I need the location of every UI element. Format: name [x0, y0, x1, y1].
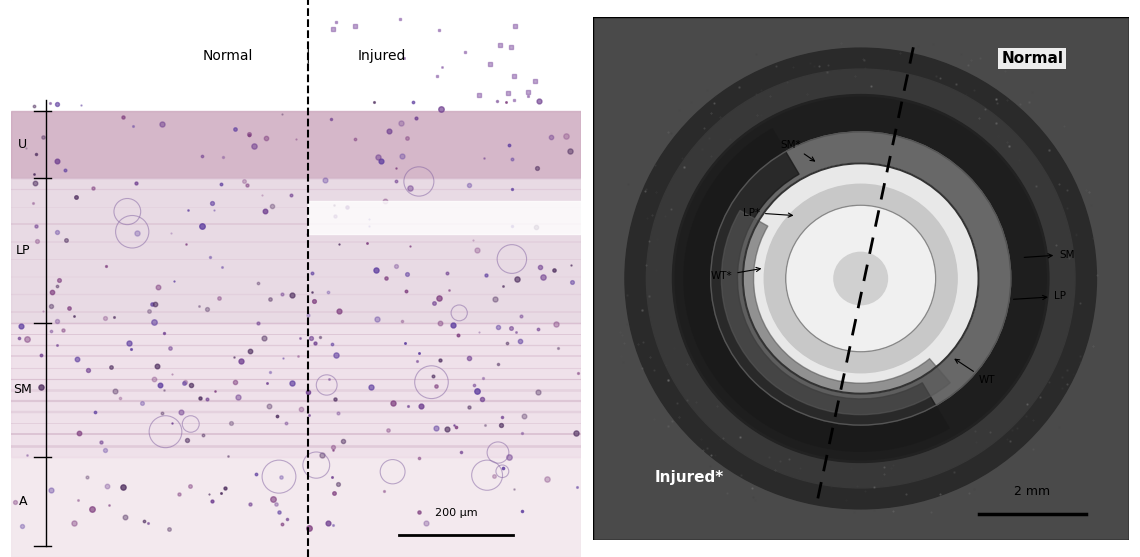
Circle shape — [764, 184, 958, 373]
Text: Normal: Normal — [1001, 51, 1064, 66]
Text: Injured: Injured — [358, 48, 406, 63]
Circle shape — [710, 132, 1011, 425]
Circle shape — [743, 163, 978, 394]
Text: WT*: WT* — [710, 267, 760, 281]
Text: Injured*: Injured* — [654, 470, 724, 485]
Text: LP: LP — [1013, 291, 1066, 301]
Text: |: | — [306, 48, 310, 63]
Text: SM*: SM* — [780, 140, 814, 161]
Bar — [11, 457, 581, 557]
Text: Normal: Normal — [203, 48, 253, 63]
Bar — [11, 111, 581, 178]
Text: U: U — [18, 138, 27, 152]
Circle shape — [673, 95, 1049, 462]
Text: WT: WT — [955, 359, 995, 385]
Bar — [308, 201, 581, 234]
Bar — [11, 0, 581, 111]
Text: A: A — [18, 495, 27, 508]
Bar — [11, 323, 581, 457]
Text: LP: LP — [16, 244, 30, 257]
Circle shape — [625, 48, 1097, 509]
Text: SM: SM — [14, 383, 32, 397]
Bar — [11, 178, 581, 323]
Text: 2 mm: 2 mm — [1015, 485, 1050, 499]
Circle shape — [785, 205, 936, 352]
Wedge shape — [684, 129, 950, 451]
Text: 200 μm: 200 μm — [434, 508, 478, 518]
Text: LP*: LP* — [743, 208, 792, 218]
Text: SM: SM — [1024, 250, 1074, 260]
Circle shape — [834, 252, 887, 305]
Wedge shape — [722, 211, 951, 414]
Circle shape — [646, 69, 1075, 488]
